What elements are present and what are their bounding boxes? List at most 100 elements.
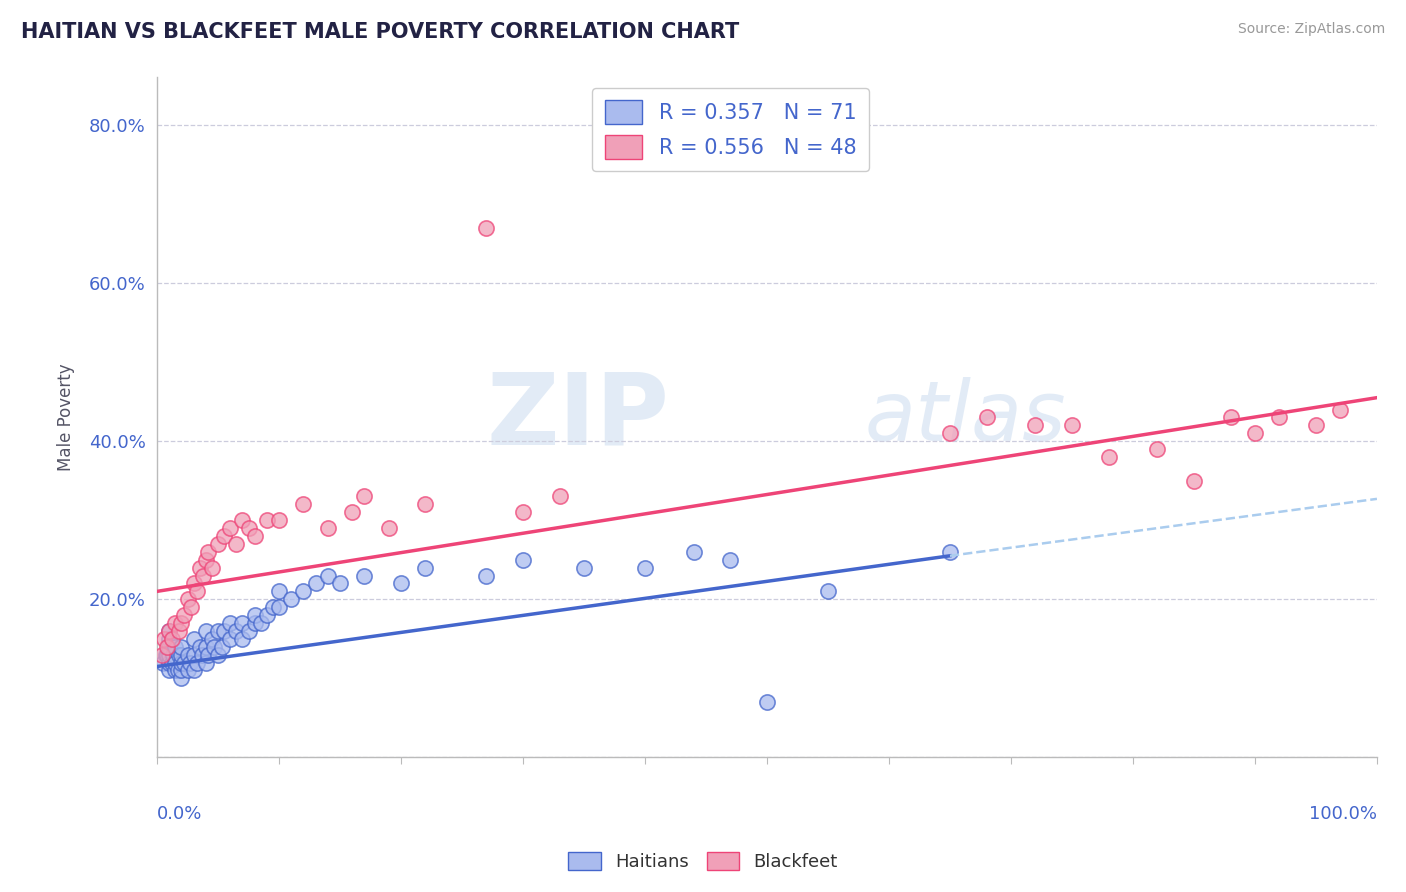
Point (197, 648, 219, 662)
Point (157, 656, 180, 670)
Point (157, 632, 180, 646)
Point (1329, 402, 1351, 417)
Point (212, 529, 235, 543)
Point (194, 624, 217, 638)
Point (211, 640, 233, 654)
Point (256, 513, 278, 527)
Legend: R = 0.357   N = 71, R = 0.556   N = 48: R = 0.357 N = 71, R = 0.556 N = 48 (592, 87, 869, 171)
Point (156, 640, 179, 654)
Point (718, 553, 741, 567)
Y-axis label: Male Poverty: Male Poverty (58, 364, 75, 471)
Point (180, 600, 202, 615)
Point (167, 648, 190, 662)
Point (160, 632, 183, 646)
Point (243, 615, 266, 630)
Point (976, 410, 998, 425)
Point (512, 505, 534, 519)
Point (243, 608, 266, 623)
Point (243, 529, 266, 543)
Point (292, 497, 315, 511)
Point (267, 513, 290, 527)
Point (231, 615, 253, 630)
Point (219, 615, 242, 630)
Point (225, 624, 247, 638)
Point (389, 576, 412, 591)
Point (173, 656, 195, 670)
Point (194, 553, 217, 567)
Point (170, 640, 193, 654)
Point (165, 640, 187, 654)
Text: HAITIAN VS BLACKFEET MALE POVERTY CORRELATION CHART: HAITIAN VS BLACKFEET MALE POVERTY CORREL… (21, 22, 740, 42)
Point (316, 568, 339, 582)
Point (170, 648, 193, 662)
Point (231, 513, 253, 527)
Point (256, 608, 278, 623)
Point (378, 521, 401, 535)
Text: ZIP: ZIP (486, 369, 669, 466)
Point (194, 656, 217, 670)
Point (475, 220, 498, 235)
Point (183, 576, 205, 591)
Point (153, 632, 176, 646)
Point (304, 576, 326, 591)
Point (267, 584, 290, 599)
Point (249, 615, 271, 630)
Point (1268, 410, 1291, 425)
Point (238, 624, 260, 638)
Point (548, 490, 571, 504)
Point (756, 695, 779, 709)
Point (183, 664, 205, 678)
Point (682, 545, 704, 559)
Point (157, 640, 180, 654)
Point (1244, 426, 1267, 441)
Point (188, 560, 211, 574)
Point (1097, 450, 1119, 464)
Point (170, 656, 193, 670)
Point (817, 584, 839, 599)
Point (353, 568, 375, 582)
Point (160, 656, 183, 670)
Point (225, 537, 247, 551)
Point (165, 615, 187, 630)
Legend: Haitians, Blackfeet: Haitians, Blackfeet (561, 845, 845, 879)
Point (155, 648, 177, 662)
Point (156, 648, 179, 662)
Point (157, 664, 180, 678)
Point (202, 640, 225, 654)
Point (219, 632, 242, 646)
Point (475, 568, 498, 582)
Point (572, 560, 595, 574)
Point (238, 521, 260, 535)
Point (329, 576, 352, 591)
Point (353, 490, 375, 504)
Point (186, 656, 208, 670)
Point (1182, 474, 1205, 488)
Point (176, 592, 198, 607)
Point (231, 632, 253, 646)
Point (193, 568, 215, 582)
Point (194, 640, 217, 654)
Point (191, 648, 214, 662)
Point (267, 600, 290, 615)
Point (176, 648, 198, 662)
Point (207, 624, 229, 638)
Point (165, 664, 187, 678)
Point (201, 560, 224, 574)
Point (170, 671, 193, 685)
Point (634, 560, 657, 574)
Point (166, 664, 188, 678)
Point (170, 615, 193, 630)
Point (157, 624, 180, 638)
Point (157, 648, 180, 662)
Point (183, 632, 205, 646)
Point (207, 648, 229, 662)
Point (342, 505, 364, 519)
Text: 100.0%: 100.0% (1309, 805, 1376, 823)
Point (176, 664, 198, 678)
Point (1305, 418, 1327, 433)
Point (157, 624, 180, 638)
Point (280, 592, 302, 607)
Point (939, 426, 962, 441)
Point (939, 545, 962, 559)
Point (173, 608, 195, 623)
